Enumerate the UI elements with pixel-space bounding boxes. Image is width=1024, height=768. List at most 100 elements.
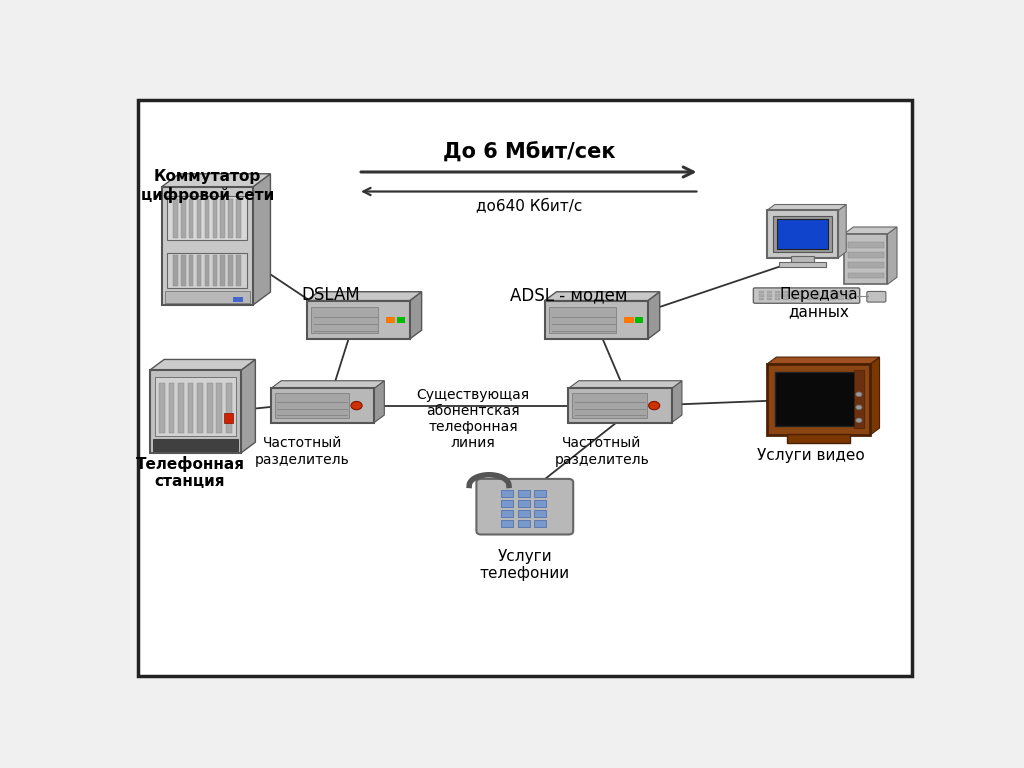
Bar <box>173 199 177 237</box>
Bar <box>846 291 852 293</box>
Bar <box>773 217 831 252</box>
Bar <box>228 199 233 237</box>
Bar <box>848 273 884 279</box>
Polygon shape <box>241 359 255 453</box>
Bar <box>550 306 616 333</box>
Bar <box>205 256 209 286</box>
Bar <box>846 294 852 296</box>
Bar <box>501 489 513 497</box>
Bar <box>767 298 772 300</box>
Bar <box>181 199 185 237</box>
Bar <box>759 298 765 300</box>
Bar <box>791 298 797 300</box>
Bar <box>839 291 844 293</box>
Bar <box>759 294 765 296</box>
Bar <box>759 291 765 293</box>
Bar <box>501 510 513 517</box>
Bar <box>155 377 237 436</box>
Bar <box>178 383 184 433</box>
Bar <box>775 294 780 296</box>
Bar <box>775 291 780 293</box>
Bar <box>197 256 202 286</box>
Bar <box>535 510 546 517</box>
Bar <box>270 389 374 422</box>
Bar <box>782 291 788 293</box>
Bar <box>786 434 850 443</box>
Circle shape <box>648 402 659 409</box>
Bar <box>213 256 217 286</box>
Bar <box>848 253 884 258</box>
Bar <box>501 520 513 527</box>
Bar <box>822 294 828 296</box>
Bar <box>854 370 863 428</box>
Bar <box>237 199 241 237</box>
Bar <box>839 298 844 300</box>
Polygon shape <box>374 381 384 422</box>
Bar <box>188 383 194 433</box>
Bar <box>228 256 233 286</box>
Bar <box>220 199 225 237</box>
Bar <box>165 291 250 303</box>
Bar <box>799 294 804 296</box>
Bar <box>775 298 780 300</box>
Bar <box>830 291 836 293</box>
Bar <box>782 294 788 296</box>
Bar <box>535 520 546 527</box>
Polygon shape <box>568 381 682 389</box>
Bar <box>167 196 248 240</box>
Bar <box>237 256 241 286</box>
Bar <box>311 306 379 333</box>
Bar <box>306 300 410 339</box>
Bar <box>791 256 814 265</box>
FancyBboxPatch shape <box>867 291 886 302</box>
Bar <box>846 298 852 300</box>
Bar <box>213 199 217 237</box>
Bar <box>386 317 395 323</box>
Bar <box>535 500 546 507</box>
Text: DSLAM: DSLAM <box>301 286 359 304</box>
Bar <box>822 291 828 293</box>
Bar <box>198 383 203 433</box>
Bar <box>777 220 828 249</box>
Text: Существующая
абонентская
телефонная
линия: Существующая абонентская телефонная лини… <box>417 388 529 451</box>
Bar <box>848 243 884 248</box>
Bar <box>807 298 812 300</box>
Polygon shape <box>410 292 422 339</box>
Text: до640 Кбит/с: до640 Кбит/с <box>475 199 582 214</box>
Polygon shape <box>648 292 659 339</box>
Bar <box>150 370 241 453</box>
Bar <box>223 412 233 423</box>
Bar <box>226 383 231 433</box>
Bar <box>791 291 797 293</box>
Bar <box>799 291 804 293</box>
Bar <box>778 263 826 267</box>
Bar <box>545 300 648 339</box>
FancyBboxPatch shape <box>476 479 573 535</box>
Bar <box>153 439 238 451</box>
Bar <box>799 298 804 300</box>
Bar <box>397 317 404 323</box>
Bar <box>216 383 222 433</box>
Bar <box>822 298 828 300</box>
Text: Коммутатор
цифровой сети: Коммутатор цифровой сети <box>140 169 274 203</box>
Bar <box>518 510 529 517</box>
Polygon shape <box>150 359 255 370</box>
Bar <box>814 291 820 293</box>
Polygon shape <box>767 204 846 210</box>
Bar <box>775 372 856 426</box>
Polygon shape <box>888 227 897 284</box>
Circle shape <box>351 402 362 409</box>
Bar <box>807 291 812 293</box>
Bar <box>844 234 888 284</box>
Text: Услуги видео: Услуги видео <box>757 449 864 463</box>
Polygon shape <box>844 227 897 234</box>
Text: ADSL - модем: ADSL - модем <box>510 286 627 304</box>
Bar <box>518 489 529 497</box>
Polygon shape <box>839 204 846 258</box>
Bar <box>848 263 884 268</box>
Polygon shape <box>162 174 270 187</box>
Polygon shape <box>767 357 880 364</box>
Circle shape <box>856 392 862 397</box>
Text: Частотный
разделитель: Частотный разделитель <box>255 436 350 466</box>
Bar <box>782 298 788 300</box>
